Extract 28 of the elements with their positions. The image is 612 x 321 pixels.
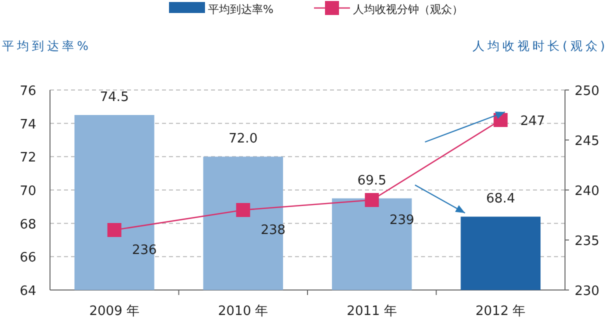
y2-tick-label: 250	[574, 84, 600, 99]
y2-tick-label: 245	[574, 134, 600, 149]
x-tick-label: 2010 年	[218, 304, 268, 319]
data-label: 68.4	[486, 192, 516, 207]
y-tick-label: 72	[20, 150, 36, 166]
data-label: 74.5	[100, 90, 129, 105]
y-tick-label: 74	[20, 117, 36, 132]
data-label: 72.0	[228, 132, 258, 147]
data-label: 247	[520, 114, 546, 129]
legend-label: 平均到达率%	[208, 3, 274, 16]
point	[236, 203, 250, 217]
point	[107, 223, 122, 237]
y2-tick-label: 235	[574, 234, 600, 249]
point	[364, 193, 379, 207]
legend-label: 人均收视分钟（观众）	[353, 3, 463, 16]
y-tick-label: 66	[20, 250, 36, 266]
x-tick-label: 2011 年	[346, 304, 397, 319]
x-tick-label: 2012 年	[476, 304, 526, 319]
y2-tick-label: 230	[574, 284, 600, 299]
data-label: 69.5	[357, 173, 386, 188]
y-tick-label: 64	[20, 284, 36, 299]
y-tick-label: 68	[20, 217, 36, 232]
y2-axis-title: 人均收视时长(观众)	[472, 39, 608, 53]
y2-tick-label: 240	[574, 184, 600, 199]
y-tick-label: 70	[20, 184, 36, 199]
y-tick-label: 76	[20, 84, 36, 99]
y-axis-title: 平均到达率%	[2, 39, 92, 53]
x-tick-label: 2009 年	[89, 304, 140, 319]
